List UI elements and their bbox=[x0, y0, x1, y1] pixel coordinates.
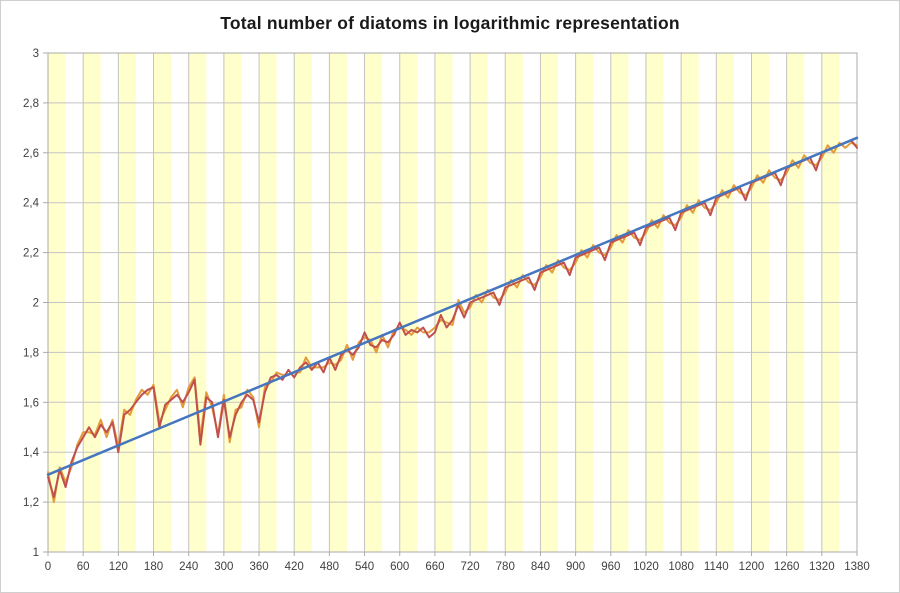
x-axis-label: 480 bbox=[320, 561, 339, 573]
y-axis-label: 2,6 bbox=[23, 148, 39, 160]
y-axis-label: 1,8 bbox=[23, 347, 39, 359]
orange-series-line bbox=[47, 141, 858, 504]
y-axis-label: 2,4 bbox=[23, 198, 40, 210]
x-axis-label: 1260 bbox=[774, 561, 800, 573]
x-axis-label: 660 bbox=[425, 561, 444, 573]
chart-title: Total number of diatoms in logarithmic r… bbox=[220, 13, 680, 33]
x-axis-label: 0 bbox=[45, 561, 51, 573]
x-axis-label: 1380 bbox=[844, 561, 870, 573]
x-axis-label: 300 bbox=[214, 561, 233, 573]
x-axis-label: 1020 bbox=[633, 561, 659, 573]
x-axis-label: 900 bbox=[566, 561, 585, 573]
x-axis-label: 1080 bbox=[668, 561, 694, 573]
trend-line-line bbox=[46, 136, 859, 476]
y-axis-label: 1 bbox=[33, 547, 39, 559]
x-axis-label: 240 bbox=[179, 561, 198, 573]
x-axis-label: 1200 bbox=[739, 561, 765, 573]
x-axis-label: 420 bbox=[285, 561, 304, 573]
x-axis-label: 540 bbox=[355, 561, 374, 573]
plot-border bbox=[47, 52, 858, 553]
y-axis-label: 2,2 bbox=[23, 248, 39, 260]
x-axis-label: 1320 bbox=[809, 561, 835, 573]
y-axis-label: 2,8 bbox=[23, 98, 39, 110]
x-axis-label: 180 bbox=[144, 561, 163, 573]
x-axis-label: 600 bbox=[390, 561, 409, 573]
y-axis-label: 3 bbox=[33, 48, 39, 60]
x-axis-label: 960 bbox=[601, 561, 620, 573]
x-axis-label: 780 bbox=[496, 561, 515, 573]
x-axis-label: 840 bbox=[531, 561, 550, 573]
x-axis-label: 1140 bbox=[704, 561, 729, 573]
y-axis-label: 2 bbox=[33, 298, 39, 310]
y-axis-label: 1,6 bbox=[23, 397, 39, 409]
x-axis-label: 60 bbox=[77, 561, 90, 573]
y-axis-label: 1,4 bbox=[23, 447, 40, 459]
x-axis-label: 360 bbox=[249, 561, 268, 573]
y-axis-label: 1,2 bbox=[23, 497, 39, 509]
x-axis-label: 120 bbox=[109, 561, 128, 573]
x-axis-label: 720 bbox=[460, 561, 479, 573]
